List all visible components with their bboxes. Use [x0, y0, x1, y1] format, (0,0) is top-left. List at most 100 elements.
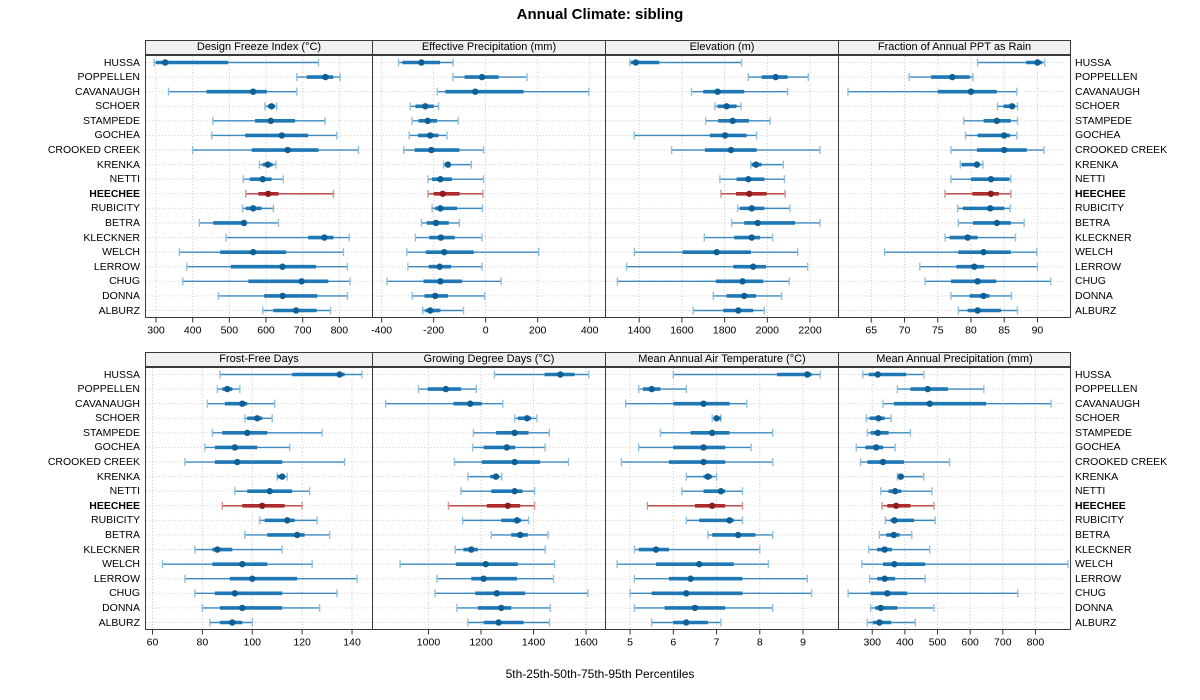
interval-row-krenka — [276, 472, 288, 481]
axis-tick-label: 1200 — [469, 637, 493, 649]
median-dot — [729, 117, 736, 125]
interval-row-poppellen — [896, 385, 985, 394]
median-dot — [890, 531, 897, 539]
site-label-donna: DONNA — [1075, 601, 1113, 614]
interval-row-poppellen — [417, 385, 477, 394]
panel-design-freeze-index: 300 400 500 600 700 800 — [145, 55, 373, 337]
interval-row-netti — [234, 487, 311, 496]
interval-row-welch — [633, 248, 799, 257]
interval-row-cavanaugh — [436, 87, 590, 96]
interval-row-crooked-creek — [950, 146, 1045, 155]
site-label-stampede: STAMPEDE — [83, 114, 140, 127]
interval-row-hussa — [153, 58, 320, 67]
interval-row-cavanaugh — [690, 87, 789, 96]
axis-tick-label: 1600 — [670, 325, 694, 337]
interval-row-krenka — [750, 160, 785, 169]
median-dot — [877, 604, 884, 612]
interval-row-chug — [386, 277, 502, 286]
median-dot — [709, 502, 716, 509]
median-dot — [1034, 59, 1041, 66]
median-dot — [980, 248, 987, 256]
median-dot — [993, 219, 1001, 227]
median-dot — [436, 263, 443, 270]
interval-row-schoer — [409, 102, 440, 111]
median-dot — [523, 415, 531, 422]
interval-row-donna — [869, 603, 935, 612]
interval-row-cavanaugh — [625, 399, 748, 408]
site-label-betra: BETRA — [104, 528, 140, 541]
interval-row-kleckner — [194, 545, 283, 554]
axis-tick-label: 300 — [863, 637, 881, 649]
median-dot — [704, 473, 712, 480]
median-dot — [1000, 146, 1008, 154]
interval-row-poppellen — [296, 73, 341, 82]
median-dot — [683, 619, 690, 626]
median-dot — [267, 117, 274, 125]
median-dot — [422, 103, 429, 110]
interval-row-gochea — [964, 131, 1018, 140]
axis-tick-label: 5 — [627, 637, 633, 649]
median-dot — [293, 531, 301, 539]
interval-row-lerrow — [184, 574, 358, 583]
panel-border — [605, 55, 839, 318]
interval-row-welch — [178, 248, 345, 257]
median-dot — [726, 517, 733, 524]
interval-row-gochea — [638, 443, 752, 452]
interval-row-welch — [399, 560, 556, 569]
interval-row-lerrow — [633, 574, 809, 583]
median-dot — [804, 371, 811, 378]
interval-row-alburz — [209, 618, 253, 627]
median-dot — [264, 161, 272, 168]
median-dot — [874, 371, 882, 378]
median-dot — [876, 619, 883, 626]
interval-row-lerrow — [868, 574, 926, 583]
median-dot — [881, 575, 888, 582]
median-dot — [714, 88, 721, 95]
median-dot — [278, 473, 286, 480]
interval-row-heechee — [447, 501, 536, 510]
median-dot — [511, 488, 518, 495]
median-dot — [700, 444, 707, 451]
interval-row-schoer — [711, 414, 722, 423]
median-dot — [427, 132, 434, 139]
median-dot — [700, 458, 707, 466]
interval-row-lerrow — [186, 262, 349, 271]
interval-row-hussa — [219, 370, 363, 379]
median-dot — [557, 371, 564, 378]
interval-row-netti — [460, 487, 536, 496]
interval-row-kleckner — [225, 233, 350, 242]
median-dot — [468, 546, 475, 553]
interval-row-alburz — [650, 618, 722, 627]
median-dot — [431, 292, 439, 300]
median-dot — [924, 385, 931, 393]
panel-header-mean-annual-air-temp: Mean Annual Air Temperature (°C) — [605, 352, 839, 367]
interval-row-crooked-creek — [403, 146, 485, 155]
interval-row-kleckner — [867, 545, 931, 554]
median-dot — [875, 415, 882, 422]
median-dot — [987, 176, 995, 183]
median-dot — [249, 575, 256, 582]
site-label-rubicity: RUBICITY — [1075, 514, 1125, 527]
panel-border — [372, 367, 606, 630]
median-dot — [750, 263, 757, 270]
site-label-kleckner: KLECKNER — [83, 231, 140, 244]
interval-row-chug — [924, 277, 1052, 286]
panel-border — [838, 367, 1071, 630]
site-label-chug: CHUG — [1075, 275, 1106, 288]
axis-tick-label: 7 — [714, 637, 720, 649]
interval-row-poppellen — [216, 385, 241, 394]
median-dot — [734, 531, 742, 539]
median-dot — [284, 146, 291, 154]
median-dot — [683, 590, 690, 597]
interval-row-netti — [427, 175, 485, 184]
site-label-gochea: GOCHEA — [1075, 441, 1121, 454]
interval-row-cavanaugh — [847, 87, 1018, 96]
site-label-stampede: STAMPEDE — [1075, 426, 1132, 439]
interval-row-chug — [847, 589, 1019, 598]
median-dot — [472, 88, 479, 95]
median-dot — [687, 575, 694, 582]
interval-row-schoer — [996, 102, 1019, 111]
median-dot — [713, 415, 720, 422]
median-dot — [239, 604, 246, 612]
